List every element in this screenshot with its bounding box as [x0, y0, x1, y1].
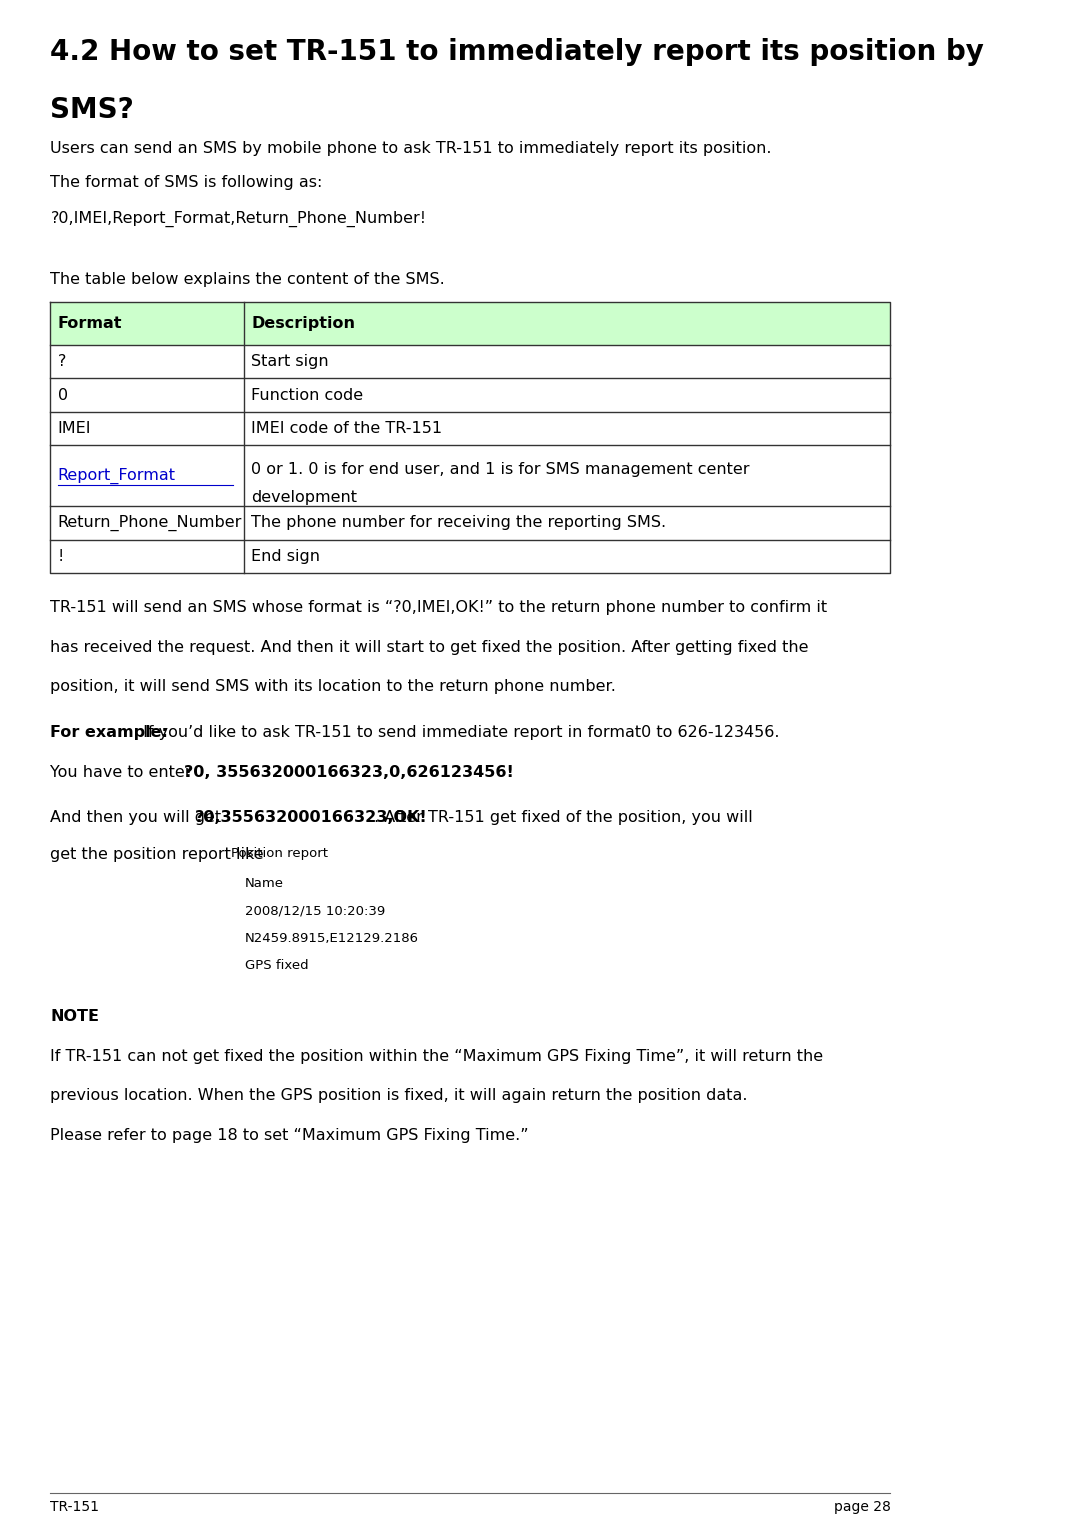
Text: 4.2 How to set TR-151 to immediately report its position by: 4.2 How to set TR-151 to immediately rep…	[50, 38, 985, 65]
Text: Position report: Position report	[231, 847, 328, 860]
Text: For example:: For example:	[50, 725, 168, 740]
Text: The phone number for receiving the reporting SMS.: The phone number for receiving the repor…	[251, 515, 666, 530]
Text: position, it will send SMS with its location to the return phone number.: position, it will send SMS with its loca…	[50, 679, 617, 695]
Text: Return_Phone_Number: Return_Phone_Number	[58, 515, 243, 530]
Text: Function code: Function code	[251, 388, 363, 403]
Text: SMS?: SMS?	[50, 96, 135, 123]
Text: End sign: End sign	[251, 549, 320, 564]
Text: ?0,IMEI,Report_Format,Return_Phone_Number!: ?0,IMEI,Report_Format,Return_Phone_Numbe…	[50, 211, 427, 228]
Bar	[50, 540, 890, 573]
Bar	[50, 412, 890, 445]
Text: Please refer to page 18 to set “Maximum GPS Fixing Time.”: Please refer to page 18 to set “Maximum …	[50, 1128, 529, 1143]
Text: If you’d like to ask TR-151 to send immediate report in format0 to 626-123456.: If you’d like to ask TR-151 to send imme…	[138, 725, 779, 740]
Text: page 28: page 28	[834, 1500, 890, 1514]
Text: TR-151 will send an SMS whose format is “?0,IMEI,OK!” to the return phone number: TR-151 will send an SMS whose format is …	[50, 600, 827, 616]
Text: GPS fixed: GPS fixed	[245, 959, 309, 973]
Text: development: development	[251, 489, 357, 505]
Text: NOTE: NOTE	[50, 1009, 99, 1024]
Text: Description: Description	[251, 316, 355, 331]
Text: Name: Name	[245, 877, 284, 891]
Text: And then you will get: And then you will get	[50, 810, 227, 825]
Text: Report_Format: Report_Format	[58, 468, 175, 483]
Bar	[50, 445, 890, 506]
Text: get the position report like: get the position report like	[50, 847, 269, 862]
Bar	[50, 302, 890, 345]
Bar	[50, 378, 890, 412]
Text: ?0,355632000166323,OK!: ?0,355632000166323,OK!	[195, 810, 428, 825]
Text: 0: 0	[58, 388, 68, 403]
Text: Users can send an SMS by mobile phone to ask TR-151 to immediately report its po: Users can send an SMS by mobile phone to…	[50, 141, 772, 157]
Text: The format of SMS is following as:: The format of SMS is following as:	[50, 175, 323, 190]
Bar	[50, 345, 890, 378]
Text: Start sign: Start sign	[251, 354, 328, 369]
Text: :: :	[89, 1009, 94, 1024]
Text: TR-151: TR-151	[50, 1500, 99, 1514]
Text: previous location. When the GPS position is fixed, it will again return the posi: previous location. When the GPS position…	[50, 1088, 748, 1104]
Text: You have to enter: You have to enter	[50, 765, 197, 780]
Text: If TR-151 can not get fixed the position within the “Maximum GPS Fixing Time”, i: If TR-151 can not get fixed the position…	[50, 1049, 823, 1064]
Text: N2459.8915,E12129.2186: N2459.8915,E12129.2186	[245, 932, 419, 945]
Text: IMEI: IMEI	[58, 421, 91, 436]
Text: . After TR-151 get fixed of the position, you will: . After TR-151 get fixed of the position…	[374, 810, 753, 825]
Bar	[50, 506, 890, 540]
Text: 0 or 1. 0 is for end user, and 1 is for SMS management center: 0 or 1. 0 is for end user, and 1 is for …	[251, 462, 749, 477]
Text: !: !	[58, 549, 64, 564]
Text: Format: Format	[58, 316, 122, 331]
Text: has received the request. And then it will start to get fixed the position. Afte: has received the request. And then it wi…	[50, 640, 809, 655]
Text: 2008/12/15 10:20:39: 2008/12/15 10:20:39	[245, 904, 385, 918]
Text: ?0, 355632000166323,0,626123456!: ?0, 355632000166323,0,626123456!	[184, 765, 513, 780]
Text: IMEI code of the TR-151: IMEI code of the TR-151	[251, 421, 443, 436]
Text: ?: ?	[58, 354, 66, 369]
Text: The table below explains the content of the SMS.: The table below explains the content of …	[50, 272, 446, 287]
